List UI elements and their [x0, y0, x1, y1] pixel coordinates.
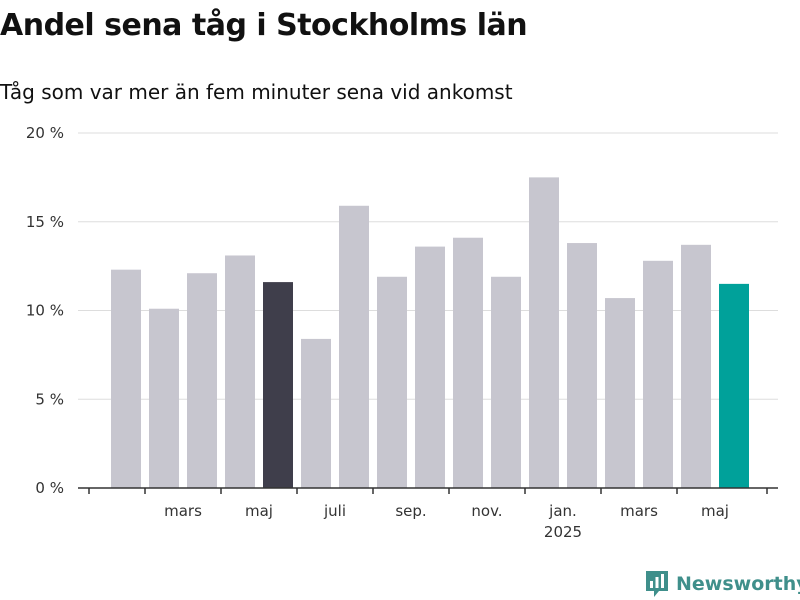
bar — [719, 283, 749, 488]
bar — [111, 269, 141, 488]
bar — [453, 237, 483, 488]
chart-subtitle: Tåg som var mer än fem minuter sena vid … — [0, 80, 513, 104]
bar — [225, 255, 255, 488]
y-tick-label: 0 % — [35, 479, 64, 497]
x-tick-label: mars — [164, 502, 202, 520]
y-tick-label: 10 % — [26, 302, 64, 320]
y-tick-label: 5 % — [35, 390, 64, 408]
x-tick-label: maj — [245, 502, 273, 520]
bar — [301, 338, 331, 488]
bar — [263, 282, 293, 488]
bar — [415, 246, 445, 488]
chart-title: Andel sena tåg i Stockholms län — [0, 8, 528, 43]
y-tick-label: 15 % — [26, 213, 64, 231]
bar — [149, 308, 179, 488]
y-tick-label: 20 % — [26, 124, 64, 142]
bar — [377, 276, 407, 488]
newsworthy-logo-text: Newsworthy — [676, 573, 800, 595]
bar — [491, 276, 521, 488]
x-tick-label: juli — [323, 502, 346, 520]
bar — [567, 243, 597, 488]
x-tick-label: maj — [701, 502, 729, 520]
x-tick-label: sep. — [395, 502, 426, 520]
newsworthy-logo-icon — [646, 571, 668, 597]
x-tick-sublabel: 2025 — [544, 523, 582, 541]
bar — [681, 244, 711, 488]
bar — [605, 298, 635, 488]
newsworthy-logo: Newsworthy — [644, 569, 800, 599]
bar — [643, 260, 673, 488]
bar — [187, 273, 217, 488]
x-tick-label: jan. — [548, 502, 577, 520]
x-tick-label: mars — [620, 502, 658, 520]
bar — [529, 177, 559, 488]
x-tick-label: nov. — [471, 502, 502, 520]
bar — [339, 205, 369, 488]
